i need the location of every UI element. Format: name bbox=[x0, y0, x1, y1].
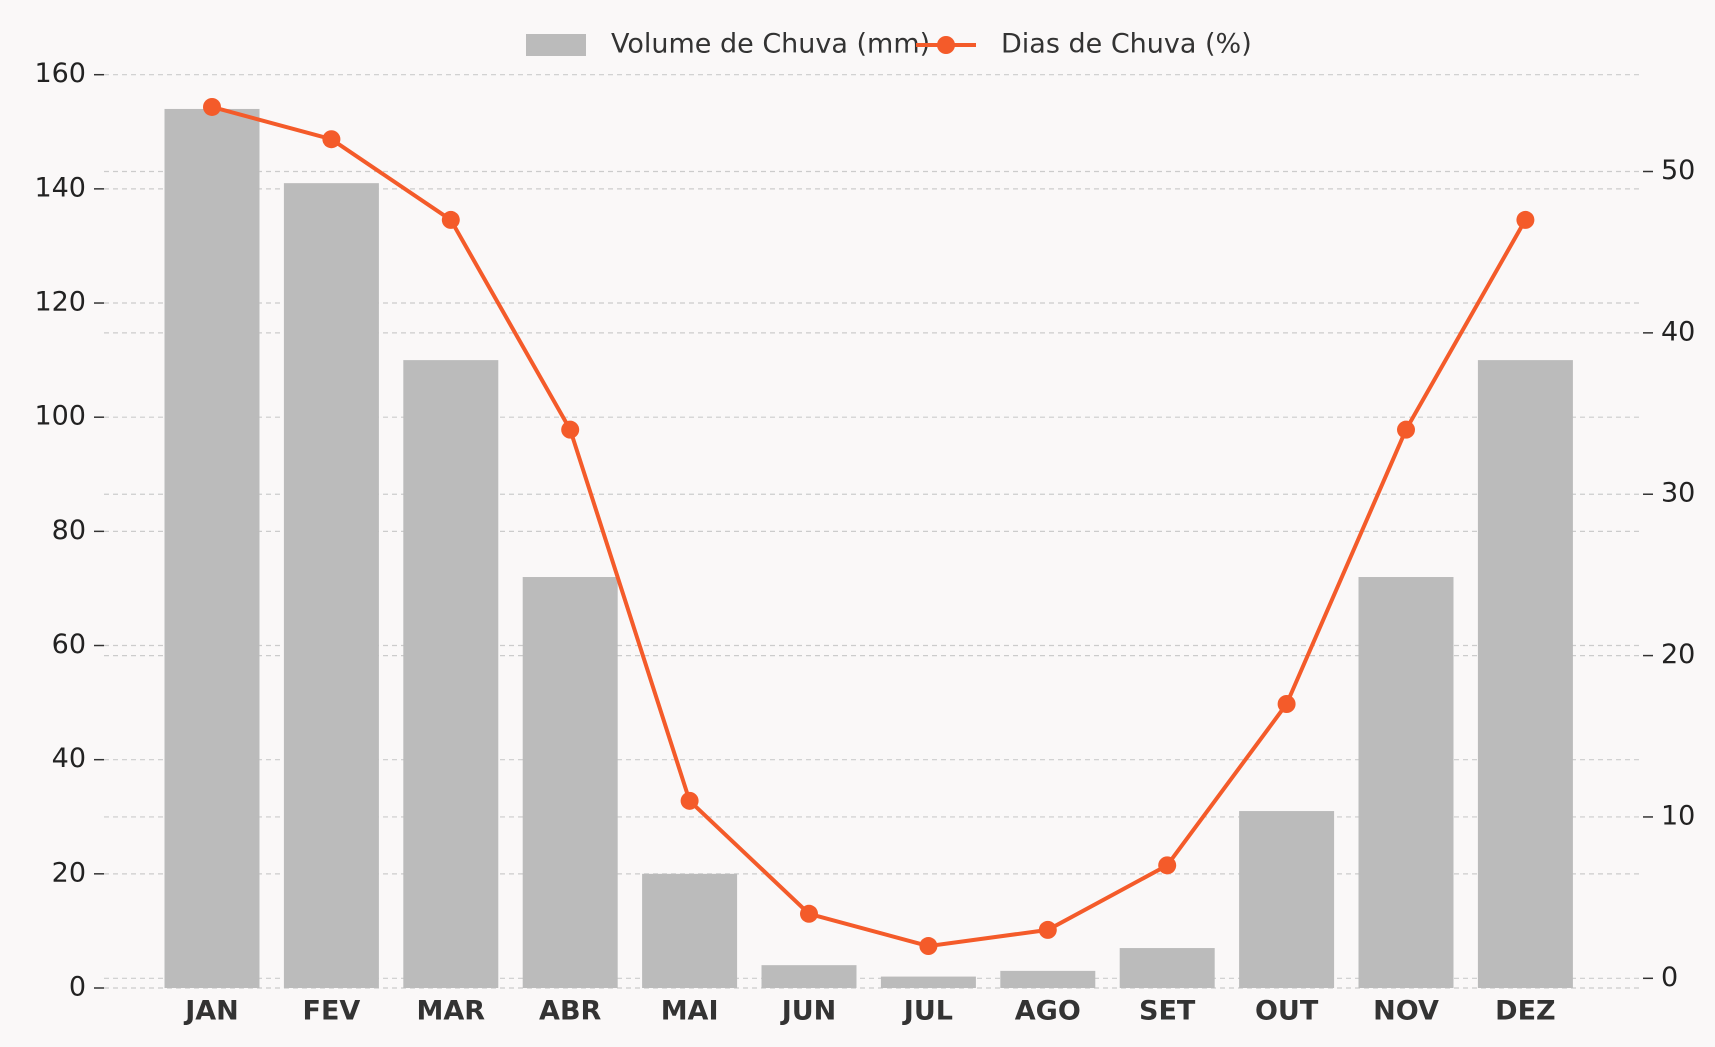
bar bbox=[1358, 577, 1454, 988]
legend-swatch bbox=[526, 34, 586, 56]
y-tick-label: 160 bbox=[34, 58, 86, 89]
y2-tick-label: 10 bbox=[1661, 800, 1695, 831]
x-tick-label: AGO bbox=[1015, 996, 1081, 1027]
bar bbox=[880, 976, 976, 988]
x-tick-label: SET bbox=[1139, 996, 1196, 1027]
marker bbox=[561, 420, 580, 439]
marker bbox=[1277, 695, 1296, 713]
bar bbox=[522, 577, 618, 988]
x-tick-label: JAN bbox=[183, 996, 239, 1027]
y-tick-label: 140 bbox=[34, 172, 86, 203]
x-tick-label: MAR bbox=[417, 996, 486, 1027]
marker bbox=[680, 791, 699, 810]
marker bbox=[1397, 420, 1415, 439]
y2-tick-label: 50 bbox=[1661, 155, 1695, 186]
y-tick-label: 80 bbox=[52, 515, 86, 546]
marker bbox=[1158, 856, 1177, 875]
y2-tick-label: 30 bbox=[1661, 478, 1695, 509]
x-tick-label: ABR bbox=[539, 996, 601, 1027]
marker bbox=[800, 904, 818, 923]
legend-swatch bbox=[937, 36, 955, 54]
y-tick-label: 20 bbox=[52, 857, 86, 888]
x-tick-label: JUN bbox=[780, 996, 837, 1027]
y-tick-label: 0 bbox=[69, 972, 86, 1003]
marker bbox=[322, 130, 341, 149]
legend-label: Dias de Chuva (%) bbox=[1001, 29, 1252, 60]
x-tick-label: FEV bbox=[303, 996, 361, 1027]
bar bbox=[403, 360, 499, 988]
y2-tick-label: 20 bbox=[1661, 639, 1695, 670]
marker bbox=[1516, 210, 1535, 229]
marker bbox=[1038, 920, 1057, 939]
x-tick-label: MAI bbox=[661, 996, 719, 1027]
x-tick-label: JUL bbox=[902, 996, 953, 1027]
bar bbox=[1000, 970, 1096, 988]
bar bbox=[1119, 948, 1215, 988]
legend-label: Volume de Chuva (mm) bbox=[611, 29, 930, 60]
bar bbox=[761, 965, 857, 988]
bar bbox=[164, 108, 260, 988]
bar bbox=[642, 873, 738, 988]
y-tick-label: 120 bbox=[34, 287, 86, 318]
y-tick-label: 60 bbox=[52, 629, 86, 660]
y-tick-label: 100 bbox=[34, 401, 86, 432]
bar bbox=[283, 183, 379, 988]
bar bbox=[1477, 360, 1573, 988]
x-tick-label: NOV bbox=[1373, 996, 1439, 1027]
y2-tick-label: 40 bbox=[1661, 316, 1695, 347]
x-tick-label: OUT bbox=[1255, 996, 1319, 1027]
y2-tick-label: 0 bbox=[1661, 962, 1678, 993]
marker bbox=[919, 937, 938, 956]
y-tick-label: 40 bbox=[52, 743, 86, 774]
line bbox=[211, 105, 1528, 949]
marker bbox=[441, 210, 460, 229]
marker bbox=[203, 97, 221, 116]
bar bbox=[1239, 811, 1335, 988]
x-tick-label: DEZ bbox=[1495, 996, 1555, 1027]
